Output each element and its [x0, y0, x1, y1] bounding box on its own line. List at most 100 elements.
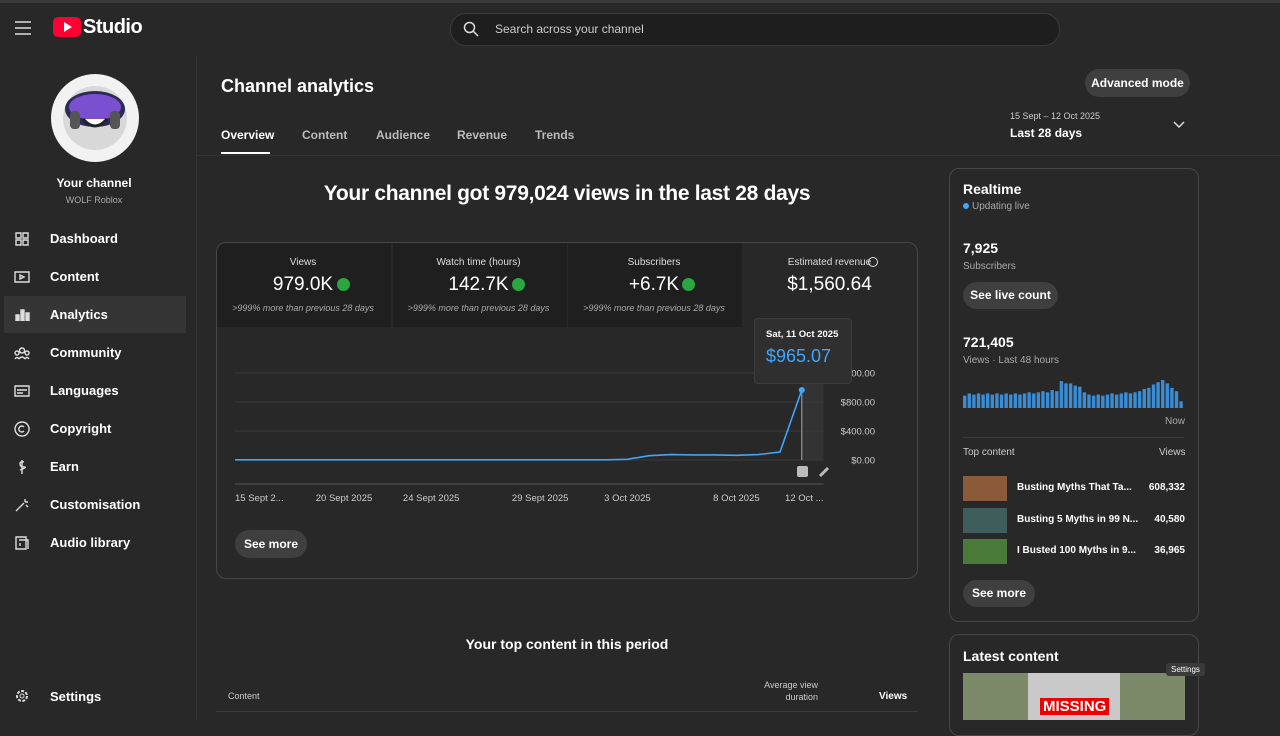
subscriber-count: 7,925 — [963, 240, 999, 256]
hourly-bar — [1124, 392, 1128, 408]
item-views: 608,332 — [1148, 482, 1185, 493]
icon-path — [14, 271, 30, 283]
realtime-title: Realtime — [963, 181, 1022, 197]
nav-item[interactable]: Dashboard — [50, 231, 118, 246]
hourly-bar — [1032, 393, 1036, 408]
tab[interactable]: Audience — [376, 128, 431, 142]
metric-label: Watch time (hours) — [436, 257, 521, 268]
dropdown-icon[interactable] — [1173, 121, 1185, 129]
hourly-bar — [1055, 391, 1059, 408]
now-label: Now — [1165, 416, 1186, 427]
nav-item[interactable]: Earn — [50, 459, 79, 474]
y-tick-label: $0.00 — [851, 456, 875, 467]
metric-value: 142.7K — [448, 274, 509, 295]
views-label: Views · Last 48 hours — [963, 355, 1059, 366]
headline: Your channel got 979,024 views in the la… — [323, 182, 811, 205]
metric-tile[interactable] — [217, 243, 391, 327]
channel-avatar[interactable] — [50, 73, 140, 163]
hourly-bar — [1151, 384, 1156, 408]
nav-item[interactable]: Copyright — [50, 421, 112, 436]
link-icon — [818, 466, 830, 478]
hourly-bar — [1059, 381, 1064, 408]
nav-item[interactable]: Customisation — [50, 497, 141, 512]
hourly-bar — [1013, 393, 1018, 408]
settings-icon[interactable] — [14, 688, 30, 704]
hourly-bar — [990, 394, 995, 408]
hourly-bar — [1073, 385, 1077, 408]
item-thumbnail[interactable] — [963, 507, 1007, 533]
hourly-bar — [976, 393, 981, 408]
views-column-label: Views — [1159, 447, 1186, 458]
metric-value: +6.7K — [628, 274, 680, 295]
hourly-bar — [1160, 380, 1165, 408]
nav-active-bg — [4, 296, 186, 333]
tab[interactable]: Content — [302, 128, 348, 142]
settings-tooltip: Settings — [1166, 663, 1205, 676]
y-tick-label: $1,200.00 — [833, 369, 875, 380]
advanced-mode-button[interactable]: Advanced mode — [1085, 69, 1190, 97]
divider — [196, 56, 197, 720]
live-count-button[interactable]: See live count — [963, 282, 1058, 309]
metric-label: Subscribers — [627, 257, 681, 268]
nav-icon — [15, 536, 29, 550]
item-title[interactable]: Busting 5 Myths in 99 N... — [1017, 513, 1139, 525]
nav-icon — [15, 232, 29, 246]
trend-up-icon — [512, 278, 525, 291]
tooltip — [754, 318, 852, 384]
x-tick-label: 12 Oct ... — [785, 493, 824, 504]
nav-icon — [15, 499, 29, 512]
item-title[interactable]: Busting Myths That Ta... — [1017, 482, 1132, 493]
hourly-bar — [1096, 394, 1100, 408]
latest-title: Latest content — [963, 648, 1059, 664]
item-thumbnail[interactable] — [963, 476, 1007, 501]
icon-path — [15, 499, 29, 512]
hourly-bar — [967, 393, 972, 408]
hourly-bar — [1110, 393, 1114, 408]
search-box[interactable] — [450, 13, 1060, 46]
nav-item[interactable]: Community — [50, 345, 122, 360]
hourly-bar — [1101, 395, 1105, 408]
metric-tile[interactable] — [568, 243, 742, 327]
realtime-see-more[interactable]: See more — [963, 580, 1035, 607]
see-more-button[interactable]: See more — [235, 530, 307, 558]
menu-icon[interactable] — [14, 20, 32, 36]
icon-path — [19, 460, 27, 474]
nav-item[interactable]: Content — [50, 269, 100, 284]
period[interactable]: Last 28 days — [1010, 126, 1083, 140]
channel-name: WOLF Roblox — [65, 195, 123, 205]
tab[interactable]: Trends — [535, 128, 575, 142]
tooltip-date: Sat, 11 Oct 2025 — [766, 329, 839, 340]
item-views: 40,580 — [1154, 513, 1185, 525]
settings-link[interactable]: Settings — [50, 689, 102, 704]
nav-item[interactable]: Languages — [50, 383, 119, 398]
revenue-line — [235, 389, 803, 461]
info-icon — [867, 257, 878, 267]
play-icon — [797, 466, 808, 477]
tab[interactable]: Revenue — [457, 128, 508, 142]
youtube-logo[interactable] — [53, 17, 81, 37]
item-title[interactable]: I Busted 100 Myths in 9... — [1017, 545, 1136, 556]
icon-path — [15, 232, 29, 246]
date-range: 15 Sept – 12 Oct 2025 — [1010, 111, 1101, 121]
metric-value: $1,560.64 — [787, 274, 872, 295]
hourly-bar — [1064, 383, 1068, 408]
channel-title: Your channel — [56, 176, 132, 190]
tab[interactable]: Overview — [221, 128, 275, 142]
thumbnail-text: MISSING — [1040, 698, 1110, 715]
nav-item[interactable]: Audio library — [50, 535, 131, 550]
item-thumbnail[interactable] — [963, 539, 1007, 564]
search-placeholder: Search across your channel — [495, 22, 644, 36]
logo-text: Studio — [83, 16, 143, 38]
icon-path — [14, 421, 30, 437]
metric-label: Views — [289, 257, 317, 268]
hourly-bar — [1036, 392, 1041, 408]
top-content-title: Your top content in this period — [465, 636, 669, 652]
x-tick-label: 8 Oct 2025 — [713, 493, 759, 504]
nav-item[interactable]: Analytics — [50, 307, 108, 322]
hourly-bar — [1147, 387, 1151, 408]
icon-path — [15, 536, 29, 550]
metric-tile[interactable] — [392, 243, 567, 327]
hourly-bar — [995, 393, 999, 408]
y-tick-label: $400.00 — [841, 427, 875, 438]
overview-card — [216, 242, 918, 579]
